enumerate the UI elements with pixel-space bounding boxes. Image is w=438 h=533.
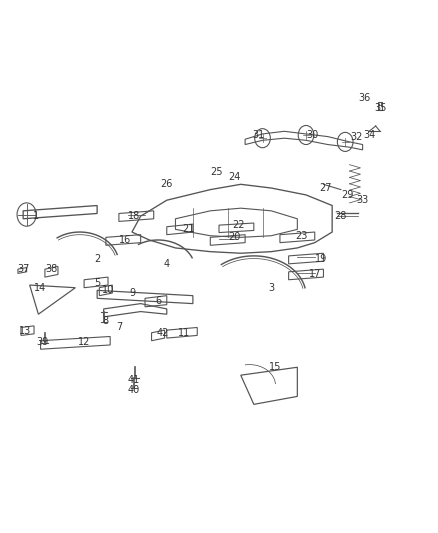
Text: 10: 10 (102, 285, 114, 295)
Text: 1: 1 (33, 211, 39, 221)
Text: 17: 17 (308, 270, 321, 279)
Text: 13: 13 (19, 326, 32, 336)
Text: 15: 15 (269, 362, 282, 372)
Text: 14: 14 (35, 282, 47, 293)
Text: 7: 7 (116, 322, 122, 333)
Text: 18: 18 (128, 211, 140, 221)
Text: 30: 30 (307, 130, 319, 140)
Text: 5: 5 (94, 278, 100, 288)
Text: 4: 4 (164, 259, 170, 269)
Text: 26: 26 (161, 179, 173, 189)
Text: 19: 19 (315, 254, 327, 263)
Text: 34: 34 (363, 130, 375, 140)
Text: 28: 28 (335, 211, 347, 221)
Text: 32: 32 (350, 132, 362, 142)
Text: 22: 22 (232, 220, 245, 230)
Text: 31: 31 (252, 130, 264, 140)
Text: 35: 35 (374, 103, 386, 114)
Text: 41: 41 (128, 375, 140, 385)
Text: 36: 36 (359, 93, 371, 103)
Text: 27: 27 (319, 183, 332, 193)
Text: 39: 39 (37, 337, 49, 347)
Text: 29: 29 (341, 190, 353, 200)
Text: 24: 24 (228, 172, 240, 182)
Text: 16: 16 (119, 235, 131, 245)
Text: 3: 3 (268, 282, 274, 293)
Text: 11: 11 (178, 328, 190, 338)
Text: 33: 33 (357, 195, 369, 205)
Text: 42: 42 (156, 328, 169, 338)
Text: 8: 8 (103, 316, 109, 326)
Text: 25: 25 (211, 167, 223, 177)
Text: 6: 6 (155, 296, 161, 306)
Text: 9: 9 (129, 288, 135, 298)
Text: 38: 38 (45, 264, 57, 274)
Text: 12: 12 (78, 337, 90, 347)
Text: 40: 40 (128, 384, 140, 394)
Text: 23: 23 (296, 231, 308, 241)
Text: 37: 37 (17, 264, 29, 274)
Text: 2: 2 (94, 254, 100, 263)
Text: 20: 20 (228, 232, 240, 243)
Text: 21: 21 (182, 224, 195, 235)
